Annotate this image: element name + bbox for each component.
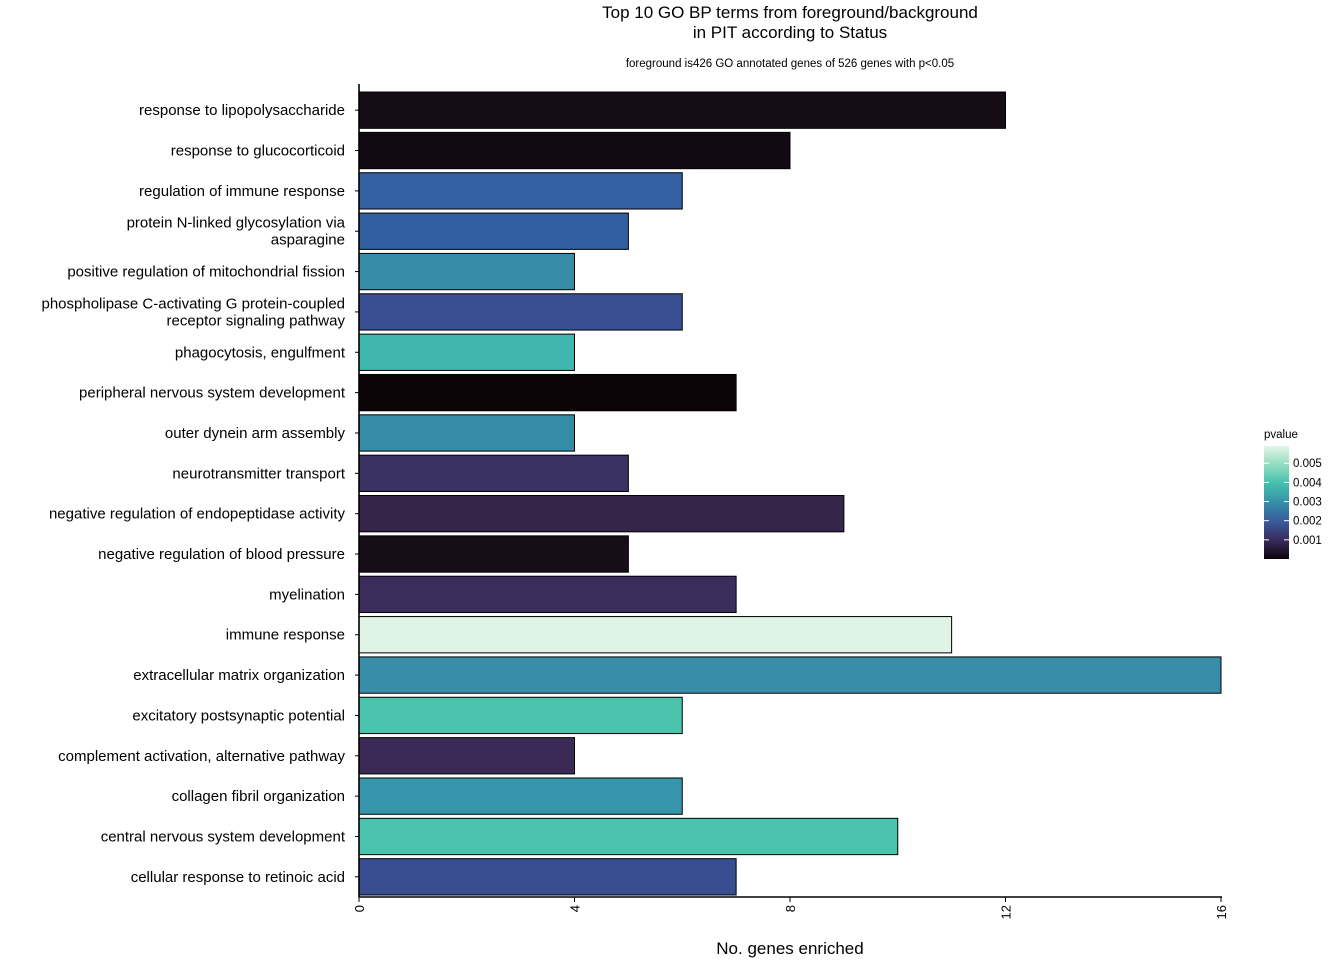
bar <box>358 817 899 856</box>
y-tick-label: regulation of immune response <box>139 183 345 200</box>
y-tick-label: cellular response to retinoic acid <box>131 869 345 886</box>
bar <box>358 172 683 210</box>
y-tick-label: immune response <box>226 627 345 644</box>
bars-layer <box>358 91 1222 896</box>
bar <box>358 777 683 815</box>
chart-title-line-2: in PIT according to Status <box>693 23 887 42</box>
chart-subtitle: foreground is426 GO annotated genes of 5… <box>626 58 954 70</box>
y-tick-label: collagen fibril organization <box>172 788 345 805</box>
y-tick-label: neurotransmitter transport <box>172 465 345 482</box>
x-ticks: 0 4 8 12 16 <box>352 897 1229 919</box>
x-tick-label: 8 <box>783 905 798 912</box>
bar <box>358 495 845 533</box>
x-tick-label: 16 <box>1214 905 1229 919</box>
y-tick-label: negative regulation of endopeptidase act… <box>49 506 346 523</box>
bar <box>358 454 629 492</box>
y-tick-label: response to glucocorticoid <box>171 143 345 160</box>
x-tick-label: 4 <box>568 905 583 912</box>
bar <box>358 212 629 250</box>
x-axis-label: No. genes enriched <box>716 939 863 958</box>
y-tick-label: phospholipase C-activating G protein-cou… <box>41 295 345 312</box>
bar <box>358 131 791 170</box>
bar <box>358 535 629 573</box>
y-tick-label: excitatory postsynaptic potential <box>132 707 345 724</box>
y-tick-label: protein N-linked glycosylation via <box>127 215 346 232</box>
y-tick-label: response to lipopolysaccharide <box>139 102 345 119</box>
bar <box>358 737 575 775</box>
y-tick-label: phagocytosis, engulfment <box>175 344 346 361</box>
legend-title: pvalue <box>1264 429 1298 441</box>
bar <box>358 373 737 412</box>
bar <box>358 252 575 291</box>
y-tick-labels: response to lipopolysaccharide response t… <box>41 102 359 886</box>
legend-tick-label: 0.001 <box>1293 535 1322 547</box>
bar <box>358 696 683 735</box>
legend: pvalue 0.001 0.002 0.003 0.004 0.005 <box>1264 429 1322 559</box>
y-tick-label: myelination <box>269 586 345 603</box>
y-tick-label: asparagine <box>271 232 345 249</box>
bar <box>358 91 1006 129</box>
chart-title-line-1: Top 10 GO BP terms from foreground/backg… <box>602 3 978 22</box>
bar <box>358 414 575 452</box>
y-tick-label: peripheral nervous system development <box>79 385 346 402</box>
legend-tick-label: 0.002 <box>1293 516 1322 528</box>
bar <box>358 616 953 654</box>
y-tick-label: positive regulation of mitochondrial fis… <box>67 264 345 281</box>
legend-tick-label: 0.005 <box>1293 458 1322 470</box>
bar <box>358 858 737 896</box>
y-tick-label: central nervous system development <box>101 828 346 845</box>
bar <box>358 333 575 371</box>
legend-tick-label: 0.004 <box>1293 477 1322 489</box>
y-tick-label: outer dynein arm assembly <box>165 425 346 442</box>
x-tick-label: 0 <box>352 905 367 912</box>
bar <box>358 656 1222 694</box>
x-tick-label: 12 <box>999 905 1014 919</box>
y-tick-label: complement activation, alternative pathw… <box>58 748 345 765</box>
legend-tick-label: 0.003 <box>1293 497 1322 509</box>
bar <box>358 293 683 331</box>
y-tick-label: negative regulation of blood pressure <box>98 546 345 563</box>
bar <box>358 575 737 614</box>
y-tick-label: extracellular matrix organization <box>133 667 345 684</box>
y-tick-label: receptor signaling pathway <box>167 312 346 329</box>
